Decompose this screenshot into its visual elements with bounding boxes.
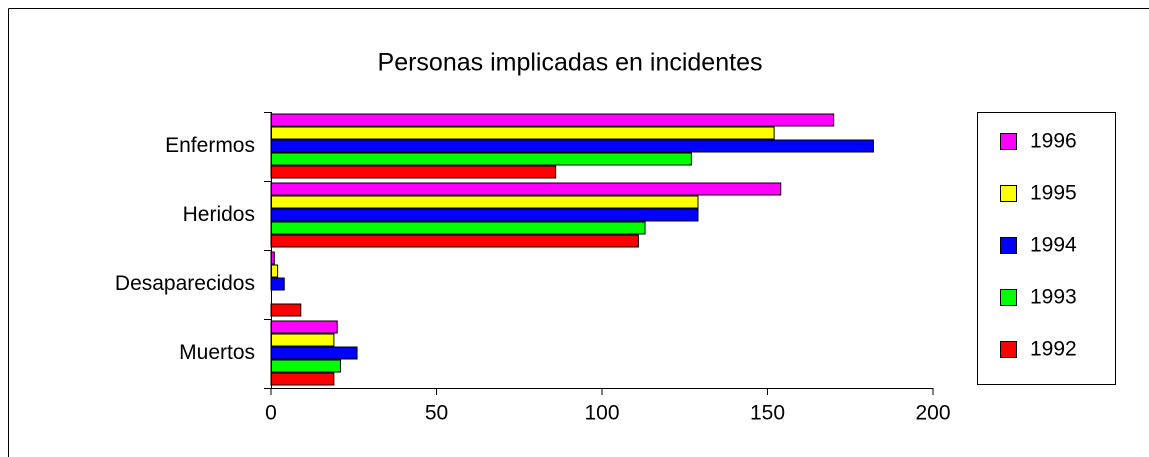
y-tick-label: Enfermos [165, 134, 255, 157]
legend-swatch [1000, 341, 1017, 358]
chart-title: Personas implicadas en incidentes [378, 49, 763, 77]
bar [270, 182, 782, 196]
bar [270, 320, 338, 334]
bar [270, 346, 358, 360]
legend-swatch [1000, 237, 1017, 254]
legend-label: 1993 [1030, 286, 1077, 309]
x-tick-label: 100 [584, 402, 619, 425]
y-tick-label: Heridos [183, 203, 255, 226]
x-tick-label: 200 [915, 402, 950, 425]
bar [270, 277, 285, 291]
bar [270, 152, 692, 166]
legend-label: 1994 [1030, 234, 1077, 257]
legend-swatch [1000, 133, 1017, 150]
y-tick-label: Muertos [179, 341, 255, 364]
legend-label: 1992 [1030, 338, 1077, 361]
legend-swatch [1000, 289, 1017, 306]
bar [270, 221, 646, 235]
bar [270, 165, 557, 179]
legend-label: 1996 [1030, 130, 1077, 153]
x-tick-label: 0 [265, 402, 277, 425]
bar [270, 372, 335, 386]
x-tick-label: 150 [750, 402, 785, 425]
x-tick-label: 50 [425, 402, 448, 425]
bar [270, 208, 699, 222]
bar [270, 113, 835, 127]
bar [270, 359, 342, 373]
bar [270, 126, 775, 140]
bar [270, 303, 302, 317]
bar [270, 333, 335, 347]
y-tick-label: Desaparecidos [115, 272, 255, 295]
bar [270, 139, 874, 153]
bar [270, 234, 639, 248]
bar [270, 195, 699, 209]
legend-swatch [1000, 185, 1017, 202]
legend-label: 1995 [1030, 182, 1077, 205]
